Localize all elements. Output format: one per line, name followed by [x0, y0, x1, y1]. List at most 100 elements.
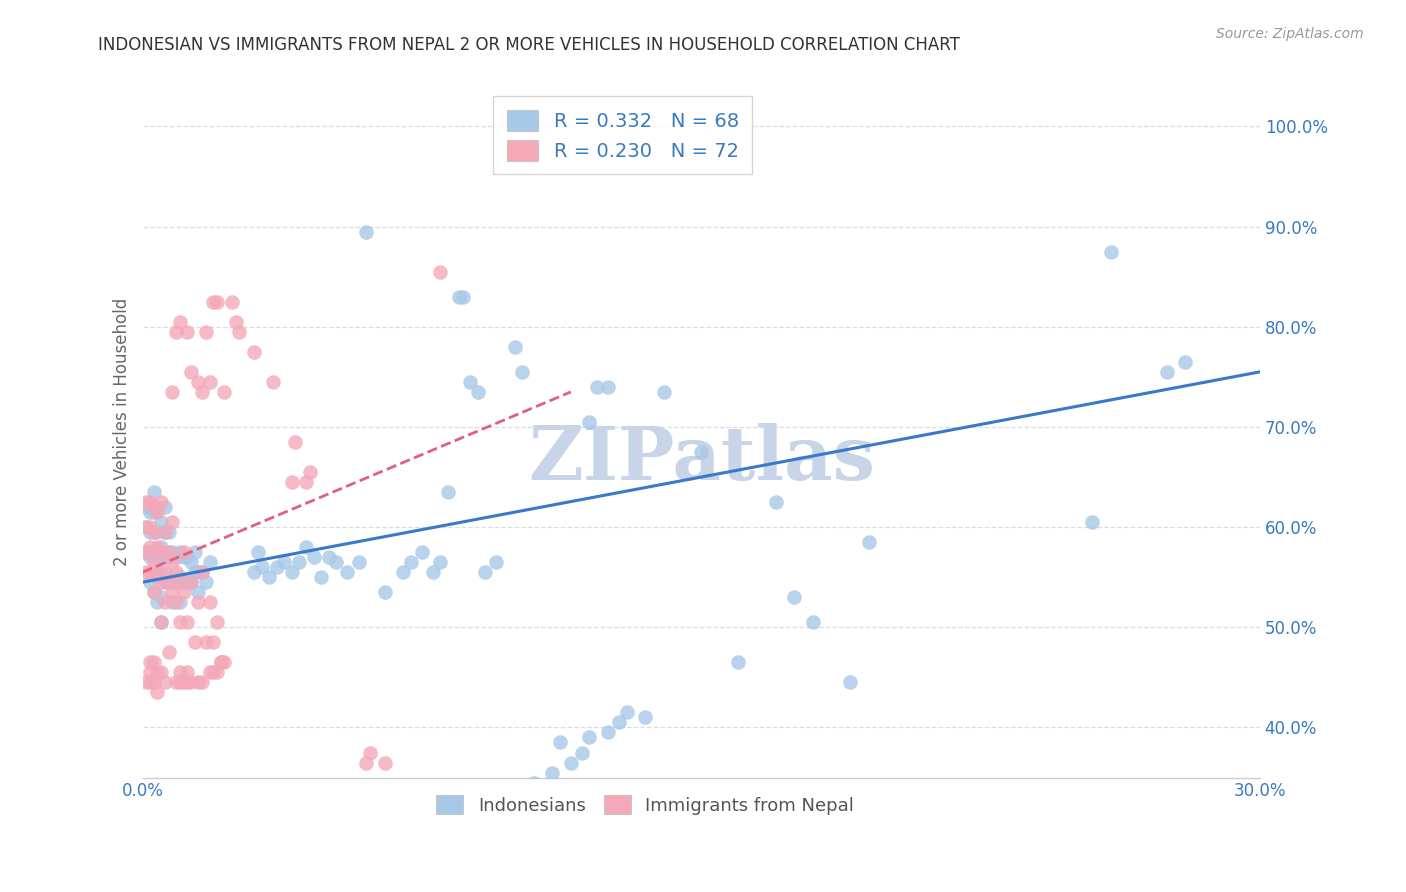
Point	[135, 520, 157, 534]
Point	[173, 545, 195, 559]
Point	[280, 565, 302, 579]
Point	[437, 485, 460, 500]
Point	[194, 575, 217, 590]
Point	[209, 656, 232, 670]
Point	[187, 585, 209, 599]
Point	[214, 656, 236, 670]
Point	[173, 675, 195, 690]
Point	[318, 550, 340, 565]
Point	[191, 675, 214, 690]
Point	[135, 495, 157, 509]
Point	[139, 675, 162, 690]
Point	[451, 290, 474, 304]
Point	[257, 570, 280, 584]
Point	[157, 550, 180, 565]
Point	[180, 575, 202, 590]
Point	[142, 585, 165, 599]
Point	[173, 550, 195, 565]
Point	[374, 585, 396, 599]
Point	[634, 710, 657, 724]
Point	[266, 560, 288, 574]
Point	[690, 445, 713, 459]
Point	[135, 675, 157, 690]
Point	[302, 550, 325, 565]
Point	[173, 585, 195, 599]
Point	[157, 545, 180, 559]
Point	[146, 540, 169, 554]
Point	[194, 325, 217, 339]
Point	[801, 615, 824, 630]
Point	[150, 615, 173, 630]
Point	[523, 775, 546, 789]
Point	[142, 525, 165, 540]
Point	[578, 731, 600, 745]
Point	[280, 475, 302, 489]
Point	[187, 565, 209, 579]
Point	[198, 665, 221, 680]
Point	[202, 294, 225, 309]
Point	[135, 545, 157, 559]
Point	[596, 725, 619, 739]
Point	[169, 615, 191, 630]
Point	[191, 565, 214, 579]
Point	[422, 565, 444, 579]
Text: INDONESIAN VS IMMIGRANTS FROM NEPAL 2 OR MORE VEHICLES IN HOUSEHOLD CORRELATION : INDONESIAN VS IMMIGRANTS FROM NEPAL 2 OR…	[98, 36, 960, 54]
Point	[571, 746, 593, 760]
Point	[146, 685, 169, 699]
Point	[449, 290, 471, 304]
Point	[191, 565, 214, 579]
Point	[165, 550, 187, 565]
Point	[325, 555, 347, 569]
Point	[299, 465, 322, 479]
Point	[187, 375, 209, 389]
Point	[135, 520, 157, 534]
Point	[183, 565, 205, 579]
Point	[288, 555, 311, 569]
Point	[458, 375, 481, 389]
Point	[139, 575, 162, 590]
Point	[142, 675, 165, 690]
Point	[225, 315, 247, 329]
Point	[474, 565, 496, 579]
Point	[153, 575, 176, 590]
Point	[262, 375, 284, 389]
Point	[652, 384, 675, 399]
Point	[150, 615, 173, 630]
Point	[153, 595, 176, 609]
Point	[243, 565, 266, 579]
Point	[512, 365, 534, 379]
Point	[153, 500, 176, 514]
Point	[429, 555, 451, 569]
Point	[180, 555, 202, 569]
Point	[165, 565, 187, 579]
Point	[142, 565, 165, 579]
Point	[607, 715, 630, 730]
Point	[347, 555, 370, 569]
Point	[142, 525, 165, 540]
Point	[162, 595, 184, 609]
Point	[153, 525, 176, 540]
Point	[165, 575, 187, 590]
Point	[354, 225, 377, 239]
Point	[560, 756, 582, 770]
Point	[198, 595, 221, 609]
Point	[1099, 244, 1122, 259]
Point	[399, 555, 422, 569]
Point	[162, 384, 184, 399]
Point	[153, 550, 176, 565]
Point	[273, 555, 295, 569]
Point	[169, 575, 191, 590]
Point	[142, 505, 165, 519]
Text: Source: ZipAtlas.com: Source: ZipAtlas.com	[1216, 27, 1364, 41]
Point	[183, 545, 205, 559]
Point	[157, 645, 180, 659]
Point	[169, 595, 191, 609]
Point	[548, 735, 571, 749]
Point	[142, 485, 165, 500]
Point	[162, 555, 184, 569]
Point	[162, 515, 184, 529]
Y-axis label: 2 or more Vehicles in Household: 2 or more Vehicles in Household	[114, 298, 131, 566]
Point	[157, 575, 180, 590]
Point	[142, 500, 165, 514]
Point	[150, 591, 173, 605]
